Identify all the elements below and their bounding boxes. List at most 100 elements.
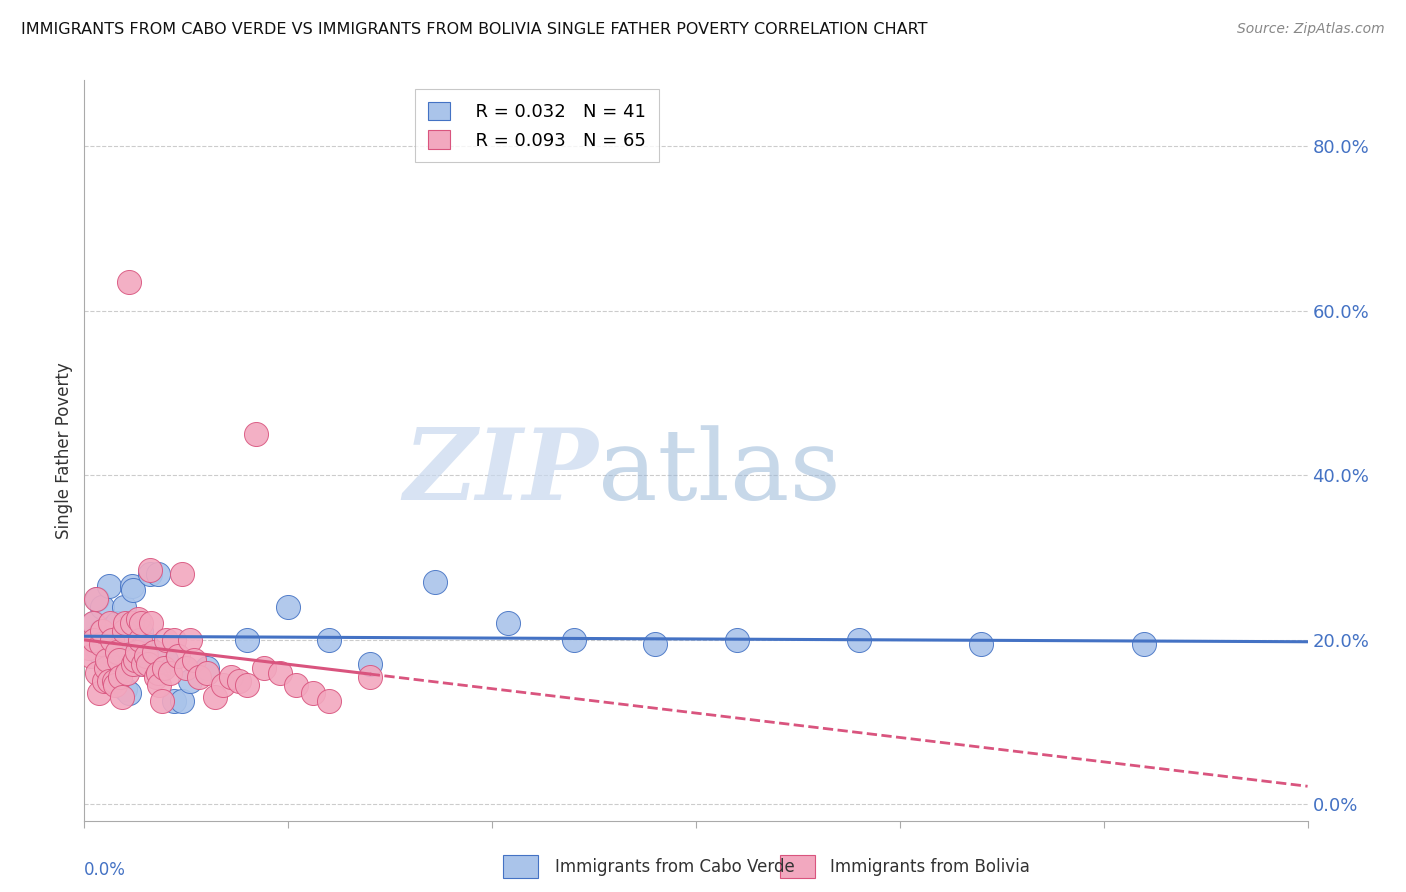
- Point: [90, 637, 112, 651]
- Point: [498, 616, 520, 631]
- Point: [359, 657, 381, 672]
- Point: [136, 657, 159, 672]
- Point: [80, 649, 103, 664]
- Point: [103, 673, 125, 688]
- Point: [104, 678, 127, 692]
- Point: [277, 599, 299, 614]
- Point: [245, 427, 267, 442]
- Point: [100, 616, 122, 631]
- Point: [644, 637, 666, 651]
- Point: [219, 670, 242, 684]
- Text: ZIP: ZIP: [404, 425, 598, 521]
- Text: IMMIGRANTS FROM CABO VERDE VS IMMIGRANTS FROM BOLIVIA SINGLE FATHER POVERTY CORR: IMMIGRANTS FROM CABO VERDE VS IMMIGRANTS…: [21, 22, 928, 37]
- Point: [80, 637, 103, 651]
- Point: [112, 599, 135, 614]
- Point: [122, 657, 145, 672]
- Point: [105, 645, 128, 659]
- Point: [195, 661, 218, 675]
- Point: [1133, 637, 1156, 651]
- Point: [155, 632, 177, 647]
- Point: [212, 678, 235, 692]
- Point: [183, 653, 205, 667]
- Text: Immigrants from Cabo Verde: Immigrants from Cabo Verde: [555, 858, 796, 876]
- Point: [110, 670, 132, 684]
- Point: [110, 637, 132, 651]
- Point: [128, 632, 150, 647]
- Point: [725, 632, 748, 647]
- Point: [82, 616, 104, 631]
- Point: [138, 563, 160, 577]
- Point: [87, 645, 110, 659]
- Point: [848, 632, 870, 647]
- Point: [318, 632, 340, 647]
- Point: [83, 632, 105, 647]
- Point: [138, 566, 160, 581]
- Point: [105, 616, 128, 631]
- Y-axis label: Single Father Poverty: Single Father Poverty: [55, 362, 73, 539]
- Point: [125, 645, 148, 659]
- Point: [970, 637, 993, 651]
- Point: [96, 649, 118, 664]
- Point: [104, 661, 127, 675]
- Point: [132, 657, 155, 672]
- Point: [118, 275, 141, 289]
- Point: [163, 694, 186, 708]
- Point: [148, 678, 170, 692]
- Point: [111, 690, 134, 705]
- Point: [93, 637, 115, 651]
- Point: [155, 653, 177, 667]
- Point: [91, 599, 114, 614]
- Point: [145, 670, 167, 684]
- Point: [93, 673, 115, 688]
- Point: [121, 579, 143, 593]
- Point: [135, 637, 157, 651]
- Text: Immigrants from Bolivia: Immigrants from Bolivia: [830, 858, 1029, 876]
- Point: [114, 616, 136, 631]
- Point: [121, 616, 143, 631]
- Point: [86, 591, 108, 606]
- Point: [122, 583, 145, 598]
- Point: [163, 632, 186, 647]
- Point: [86, 665, 108, 680]
- Point: [101, 632, 124, 647]
- Point: [195, 665, 218, 680]
- Point: [90, 624, 112, 639]
- Point: [359, 670, 381, 684]
- Text: atlas: atlas: [598, 425, 841, 521]
- Legend:   R = 0.032   N = 41,   R = 0.093   N = 65: R = 0.032 N = 41, R = 0.093 N = 65: [415, 89, 658, 162]
- Point: [172, 566, 194, 581]
- Point: [141, 616, 163, 631]
- Point: [84, 591, 107, 606]
- Point: [318, 694, 340, 708]
- Point: [172, 694, 194, 708]
- Point: [127, 612, 149, 626]
- Point: [87, 686, 110, 700]
- Point: [146, 566, 169, 581]
- Point: [179, 673, 201, 688]
- Text: 0.0%: 0.0%: [84, 862, 127, 880]
- Point: [131, 616, 153, 631]
- Point: [115, 665, 138, 680]
- Point: [301, 686, 323, 700]
- Point: [83, 616, 105, 631]
- Point: [94, 661, 117, 675]
- Point: [118, 686, 141, 700]
- Point: [253, 661, 276, 675]
- Point: [285, 678, 308, 692]
- Point: [562, 632, 585, 647]
- Point: [96, 653, 118, 667]
- Point: [269, 665, 291, 680]
- Point: [114, 681, 136, 696]
- Point: [97, 579, 120, 593]
- Point: [100, 637, 122, 651]
- Point: [101, 620, 124, 634]
- Text: Source: ZipAtlas.com: Source: ZipAtlas.com: [1237, 22, 1385, 37]
- Point: [150, 694, 173, 708]
- Point: [159, 665, 181, 680]
- Point: [135, 649, 157, 664]
- Point: [423, 575, 446, 590]
- Point: [107, 653, 129, 667]
- Point: [124, 653, 146, 667]
- Point: [77, 640, 100, 655]
- Point: [204, 690, 226, 705]
